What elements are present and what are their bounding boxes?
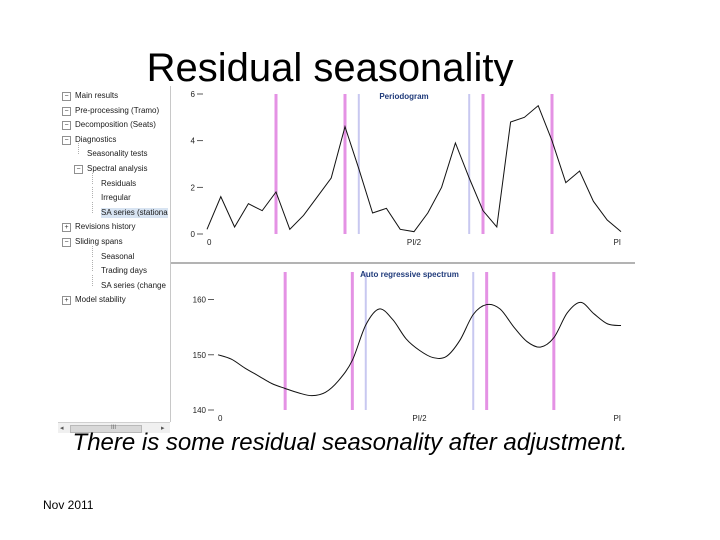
tree-item[interactable]: Pre-processing (Tramo) [75,105,160,115]
expand-toggle-icon[interactable]: + [62,223,71,233]
collapse-toggle-icon[interactable]: − [62,238,71,247]
chart-background [171,86,635,262]
collapse-toggle-icon[interactable]: − [62,135,71,145]
tree-connector-line [92,172,93,184]
collapse-toggle-icon[interactable]: − [62,106,71,116]
x-tick-label: 0 [218,414,223,423]
x-tick-label: PI/2 [412,414,427,423]
y-tick-label: 6 [191,90,196,99]
application-screenshot: − Main results − Pre-processing (Tramo) − Dec… [58,86,635,433]
y-tick-label: 0 [191,230,196,239]
tree-connector-line [92,274,93,286]
tree-item[interactable]: Seasonality tests [87,149,148,159]
tree-item[interactable]: SA series (stationa [101,207,168,218]
scrollbar-grip-icon: III [111,425,117,431]
tree-item[interactable]: Seasonal [101,251,135,261]
collapse-toggle-icon[interactable]: − [62,121,71,131]
tree-item[interactable]: Sliding spans [75,237,123,246]
spectrum-series-line [206,104,622,233]
x-tick-label: PI/2 [407,238,422,247]
tree-item[interactable]: Decomposition (Seats) [75,120,156,130]
tree-item[interactable]: Irregular [101,193,131,203]
tree-connector-line [92,201,93,213]
tree-horizontal-scrollbar[interactable]: ◂ III ▸ [58,422,170,433]
tree-item[interactable]: Residuals [101,178,137,188]
collapse-toggle-icon[interactable]: − [74,165,83,174]
slide-caption: There is some residual seasonality after… [72,429,628,456]
x-tick-label: PI [613,414,621,423]
tree-connector-line [78,143,79,155]
chart-title: Auto regressive spectrum [360,270,459,279]
scroll-right-icon[interactable]: ▸ [161,425,165,432]
tree-item[interactable]: Diagnostics [75,134,117,144]
scroll-left-icon[interactable]: ◂ [60,425,64,432]
tree-item[interactable]: Trading days [101,266,147,276]
y-tick-label: 150 [193,351,207,360]
y-tick-label: 140 [193,406,207,415]
slide-title: Residual seasonality [146,46,514,90]
spectrum-charts: 0 2 4 6 0 PI/2 PI Periodogram 140 150 160 0 PI/2 PI Au… [171,86,635,432]
tree-item[interactable]: Main results [75,91,119,100]
slide-footer: Nov 2011 [43,498,94,512]
tree-item[interactable]: Spectral analysis [87,164,148,173]
y-tick-label: 4 [191,137,196,146]
expand-toggle-icon[interactable]: + [62,296,71,306]
chart-title: Periodogram [379,92,428,101]
chart-background [171,264,635,432]
scrollbar-thumb[interactable]: III [70,425,142,433]
collapse-toggle-icon[interactable]: − [62,92,71,101]
results-tree-panel: − Main results − Pre-processing (Tramo) − Dec… [58,86,171,422]
spectrum-series-line [217,301,622,397]
tree-item[interactable]: SA series (change [101,280,166,290]
chart-panel-2: 140 150 160 0 PI/2 PI Auto regressive spectrum [171,264,635,432]
y-tick-label: 160 [193,296,207,305]
y-tick-label: 2 [191,183,196,192]
tree-connector-line [92,260,93,272]
tree-connector-line [92,245,93,257]
tree-connector-line [92,187,93,199]
x-tick-label: 0 [207,238,212,247]
tree-item[interactable]: Model stability [75,295,126,305]
x-tick-label: PI [613,238,621,247]
chart-panel-1: 0 2 4 6 0 PI/2 PI Periodogram [171,86,635,264]
tree-item[interactable]: Revisions history [75,222,136,232]
